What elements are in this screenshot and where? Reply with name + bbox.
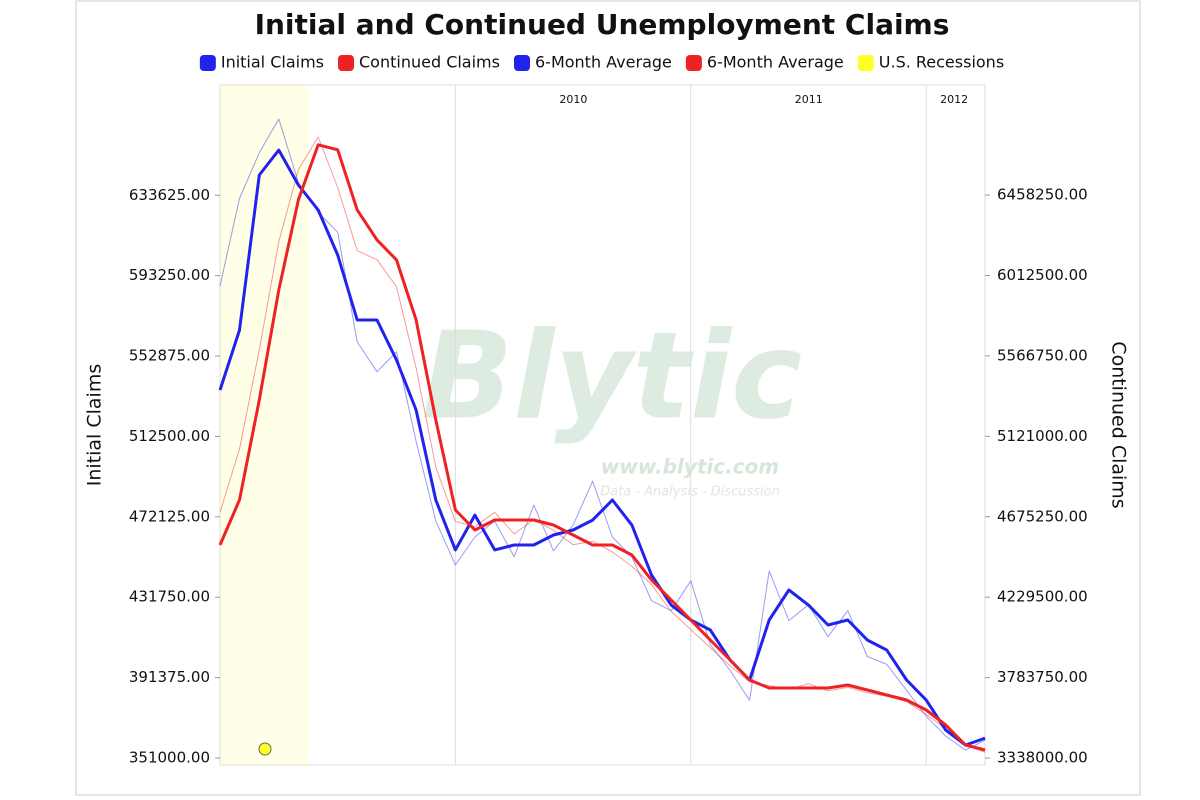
y2-tick-label: 5566750.00	[997, 346, 1088, 364]
y-tick-label: 351000.00	[129, 749, 210, 767]
legend-swatch	[857, 55, 874, 71]
watermark-title: Blytic	[422, 308, 802, 447]
legend-label: 6-Month Average	[707, 53, 844, 72]
y2-tick-label: 4675250.00	[997, 507, 1088, 525]
legend-swatch	[685, 55, 702, 71]
legend: Initial Claims Continued Claims 6-Month Av…	[199, 53, 1004, 72]
y-tick-label: 633625.00	[129, 186, 210, 204]
y2-tick-label: 3783750.00	[997, 668, 1088, 686]
x-tick-label: 2012	[940, 93, 968, 106]
y-axis-label: Initial Claims	[84, 364, 106, 487]
y-tick-label: 512500.00	[129, 427, 210, 445]
legend-label: Continued Claims	[359, 53, 500, 72]
chart-title: Initial and Continued Unemployment Claim…	[255, 8, 950, 41]
legend-label: U.S. Recessions	[879, 53, 1004, 72]
series-line	[218, 148, 986, 747]
y2-tick-label: 6012500.00	[997, 266, 1088, 284]
series-line	[218, 143, 986, 752]
y2-axis-label: Continued Claims	[1108, 341, 1130, 508]
y-tick-label: 552875.00	[129, 347, 210, 365]
watermark-url: www.blytic.com	[601, 455, 779, 479]
watermark-tagline: Data - Analysis - Discussion	[600, 485, 780, 500]
flag-icon	[258, 742, 272, 756]
y2-tick-label: 3338000.00	[997, 749, 1088, 767]
y2-tick-label: 4229500.00	[997, 588, 1088, 606]
y2-tick-label: 5121000.00	[997, 427, 1088, 445]
legend-label: Initial Claims	[221, 53, 324, 72]
legend-swatch	[338, 55, 354, 71]
x-tick-label: 2011	[795, 93, 823, 106]
series-line	[219, 136, 986, 753]
y-tick-label: 593250.00	[129, 266, 210, 284]
plot-area	[219, 84, 986, 766]
legend-swatch	[199, 55, 216, 71]
recession-band	[220, 85, 310, 765]
legend-swatch	[513, 55, 530, 71]
legend-label: 6-Month Average	[535, 53, 672, 72]
x-tick-label: 2010	[559, 93, 587, 106]
y2-tick-label: 6458250.00	[997, 186, 1088, 204]
y-tick-label: 391375.00	[129, 668, 210, 686]
y-tick-label: 431750.00	[129, 588, 210, 606]
y-tick-label: 472125.00	[129, 507, 210, 525]
